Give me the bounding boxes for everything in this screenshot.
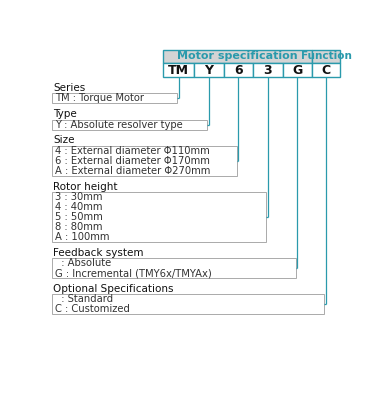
Bar	[52, 146, 237, 176]
Text: Series: Series	[53, 83, 85, 93]
Text: G: G	[292, 64, 302, 77]
Text: Optional Specifications: Optional Specifications	[53, 284, 174, 294]
Text: G : Incremental (TMY6x/TMYAx): G : Incremental (TMY6x/TMYAx)	[55, 268, 211, 278]
Text: Function: Function	[301, 52, 352, 62]
Bar	[52, 258, 296, 278]
Bar	[253, 63, 282, 77]
Text: Y : Absolute resolver type: Y : Absolute resolver type	[55, 120, 182, 130]
Text: : Absolute: : Absolute	[55, 258, 111, 268]
Bar	[312, 63, 340, 77]
Text: 3: 3	[263, 64, 272, 77]
Text: Y: Y	[204, 64, 213, 77]
Text: Type: Type	[53, 109, 77, 119]
Bar	[52, 192, 266, 242]
Text: 6 : External diameter Φ170mm: 6 : External diameter Φ170mm	[55, 156, 210, 166]
Bar	[163, 50, 312, 63]
Text: 8 : 80mm: 8 : 80mm	[55, 222, 102, 232]
Text: C: C	[321, 64, 331, 77]
Text: Size: Size	[53, 135, 74, 146]
Text: TM: TM	[168, 64, 189, 77]
Bar	[52, 294, 324, 314]
Text: 6: 6	[234, 64, 242, 77]
Bar	[163, 63, 194, 77]
Text: Rotor height: Rotor height	[53, 182, 118, 192]
Text: Feedback system: Feedback system	[53, 248, 144, 258]
Bar	[52, 94, 177, 104]
Text: 4 : 40mm: 4 : 40mm	[55, 202, 102, 212]
Bar	[223, 63, 253, 77]
Bar	[194, 63, 223, 77]
Text: : Standard: : Standard	[55, 294, 113, 304]
Text: 3 : 30mm: 3 : 30mm	[55, 192, 102, 202]
Text: A : 100mm: A : 100mm	[55, 232, 109, 242]
Text: 5 : 50mm: 5 : 50mm	[55, 212, 102, 222]
Text: A : External diameter Φ270mm: A : External diameter Φ270mm	[55, 166, 210, 176]
Text: TM : Torque Motor: TM : Torque Motor	[55, 94, 144, 104]
Bar	[282, 63, 312, 77]
Text: Motor specification: Motor specification	[177, 52, 298, 62]
Bar	[52, 120, 207, 130]
Bar	[312, 50, 340, 63]
Text: C : Customized: C : Customized	[55, 304, 130, 314]
Text: 4 : External diameter Φ110mm: 4 : External diameter Φ110mm	[55, 146, 210, 156]
